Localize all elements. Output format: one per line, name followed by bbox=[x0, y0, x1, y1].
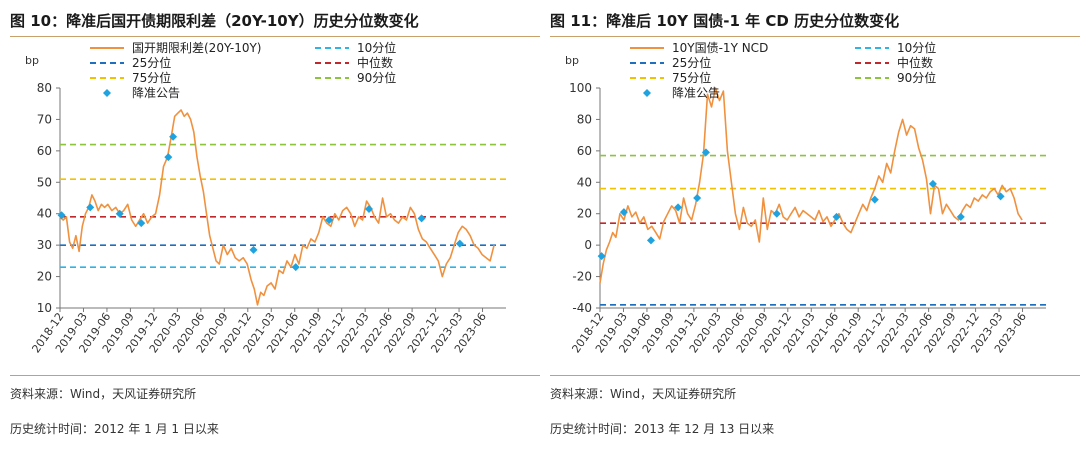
source-rule bbox=[550, 375, 1080, 376]
legend-p25-label: 25分位 bbox=[132, 55, 171, 70]
y-tick-label: -40 bbox=[572, 301, 592, 315]
history-note: 历史统计时间：2012 年 1 月 1 日以来 bbox=[10, 422, 219, 436]
y-axis-unit: bp bbox=[25, 54, 39, 67]
chart-title: 图 11：降准后 10Y 国债-1 年 CD 历史分位数变化 bbox=[550, 12, 900, 30]
legend-p10-label: 10分位 bbox=[897, 40, 936, 55]
rrr-marker bbox=[249, 245, 258, 254]
y-tick-label: 20 bbox=[37, 270, 52, 284]
rrr-marker bbox=[928, 179, 937, 188]
legend-series-label: 10Y国债-1Y NCD bbox=[672, 41, 768, 55]
y-tick-label: 80 bbox=[577, 112, 592, 126]
series-line bbox=[599, 87, 1023, 284]
y-tick-label: 30 bbox=[37, 238, 52, 252]
legend-rrr-label: 降准公告 bbox=[132, 86, 180, 100]
y-axis-unit: bp bbox=[565, 54, 579, 67]
y-tick-label: 100 bbox=[569, 81, 592, 95]
rrr-marker bbox=[597, 252, 606, 261]
rrr-marker bbox=[291, 263, 300, 272]
spread-chart: bp10203040506070802018-122019-032019-062… bbox=[25, 40, 506, 355]
spread-chart: bp-40-200204060801002018-122019-032019-0… bbox=[565, 40, 1046, 355]
rrr-marker bbox=[86, 203, 95, 212]
rrr-marker bbox=[115, 209, 124, 218]
y-tick-label: 50 bbox=[37, 175, 52, 189]
y-tick-label: 40 bbox=[37, 207, 52, 221]
rrr-marker bbox=[417, 214, 426, 223]
rrr-marker bbox=[772, 209, 781, 218]
legend-p25-label: 25分位 bbox=[672, 55, 711, 70]
legend-rrr-label: 降准公告 bbox=[672, 86, 720, 100]
legend-p75-label: 75分位 bbox=[132, 70, 171, 85]
legend-series-label: 国开期限利差(20Y-10Y) bbox=[132, 41, 261, 55]
y-tick-label: 20 bbox=[577, 207, 592, 221]
rrr-marker bbox=[325, 216, 334, 224]
legend-median-label: 中位数 bbox=[357, 55, 393, 70]
title-rule bbox=[10, 36, 540, 37]
legend-p10-label: 10分位 bbox=[357, 40, 396, 55]
y-tick-label: 70 bbox=[37, 112, 52, 126]
right-chart-panel: 图 11：降准后 10Y 国债-1 年 CD 历史分位数变化 bp -40 -20 0… bbox=[550, 0, 1080, 452]
y-tick-label: -20 bbox=[572, 270, 592, 284]
rrr-marker bbox=[674, 203, 683, 212]
source-rule bbox=[10, 375, 540, 376]
rrr-marker bbox=[57, 211, 66, 220]
y-tick-label: 0 bbox=[584, 238, 592, 252]
left-chart-panel: 图 10：降准后国开债期限利差（20Y-10Y）历史分位数变化 bp 10 20 30… bbox=[10, 0, 540, 452]
series-line bbox=[59, 109, 495, 306]
title-rule bbox=[550, 36, 1080, 37]
rrr-marker bbox=[365, 205, 374, 213]
source-note: 资料来源：Wind，天风证券研究所 bbox=[550, 387, 737, 401]
y-tick-label: 10 bbox=[37, 301, 52, 315]
chart-title: 图 10：降准后国开债期限利差（20Y-10Y）历史分位数变化 bbox=[10, 12, 419, 30]
y-tick-label: 60 bbox=[37, 144, 52, 158]
y-tick-label: 80 bbox=[37, 81, 52, 95]
rrr-marker bbox=[701, 148, 710, 157]
rrr-marker bbox=[996, 192, 1005, 201]
legend-p90-label: 90分位 bbox=[897, 70, 936, 85]
rrr-marker bbox=[169, 132, 178, 141]
rrr-marker bbox=[693, 194, 702, 202]
legend-p75-label: 75分位 bbox=[672, 70, 711, 85]
rrr-marker bbox=[137, 219, 146, 228]
history-note: 历史统计时间：2013 年 12 月 13 日以来 bbox=[550, 422, 775, 436]
rrr-marker bbox=[646, 236, 655, 245]
rrr-marker bbox=[870, 195, 879, 204]
legend-median-label: 中位数 bbox=[897, 55, 933, 70]
rrr-marker bbox=[832, 212, 841, 221]
rrr-marker bbox=[956, 212, 965, 221]
legend-rrr-swatch bbox=[103, 89, 111, 97]
legend-p90-label: 90分位 bbox=[357, 70, 396, 85]
rrr-marker bbox=[164, 153, 173, 162]
y-tick-label: 60 bbox=[577, 144, 592, 158]
rrr-marker bbox=[455, 239, 464, 248]
y-tick-label: 40 bbox=[577, 175, 592, 189]
legend-rrr-swatch bbox=[643, 89, 651, 97]
rrr-marker bbox=[619, 208, 628, 217]
source-note: 资料来源：Wind，天风证券研究所 bbox=[10, 387, 197, 401]
